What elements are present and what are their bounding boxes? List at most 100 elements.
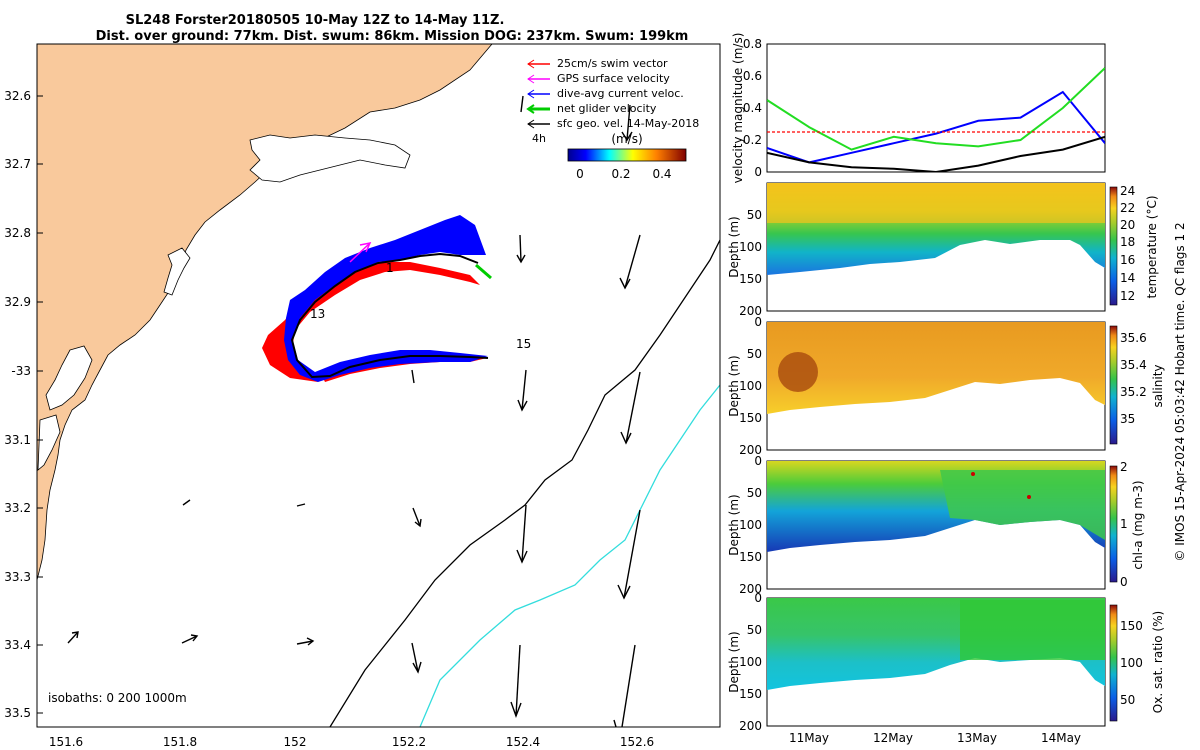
geo-velocity-arrows (67, 95, 641, 727)
chl-ytick-0: 0 (754, 454, 762, 468)
lat-tick-7: 33.2 (4, 501, 31, 515)
legend-geo-velocity: sfc geo. vel. 14-May-2018 (557, 117, 699, 130)
vel-ytick-2: 0.4 (743, 101, 762, 115)
lat-tick-10: 33.5 (4, 706, 31, 720)
sal-ylabel: Depth (m) (727, 355, 741, 416)
temp-cbar-12: 12 (1120, 289, 1135, 303)
temp-cbar-14: 14 (1120, 271, 1135, 285)
lake-1 (249, 134, 411, 183)
gps-surface-velocity-arrow (349, 242, 371, 263)
lat-tick-6: 33.1 (4, 433, 31, 447)
sal-cbar-35.6: 35.6 (1120, 331, 1147, 345)
vel-ytick-0: 0 (754, 165, 762, 179)
legend-gps-velocity: GPS surface velocity (557, 72, 670, 85)
salinity-section (767, 322, 1105, 414)
lat-tick-5: -33 (11, 364, 31, 378)
sal-ytick-50: 50 (747, 347, 762, 361)
lake-3 (45, 345, 93, 411)
temperature-warm-surface (767, 183, 1105, 223)
ox-ytick-50: 50 (747, 623, 762, 637)
chl-cbar-2: 2 (1120, 460, 1128, 474)
ox-ytick-150: 150 (739, 687, 762, 701)
temp-ylabel: Depth (m) (727, 216, 741, 277)
time-label: 4h (532, 132, 546, 145)
map-legend: 25cm/s swim vector GPS surface velocity … (526, 57, 699, 181)
velocity-series-group (767, 67, 1105, 172)
map-colorbar-tick-2: 0.4 (652, 167, 671, 181)
temp-ytick-50: 50 (747, 208, 762, 222)
ox-ytick-0: 0 (754, 591, 762, 605)
lon-tick-3: 152 (284, 735, 307, 749)
glider-track (290, 252, 489, 379)
lat-tick-9: 33.4 (4, 638, 31, 652)
sal-cbar-label: salinity (1151, 364, 1165, 407)
chla-bloom (940, 470, 1105, 540)
velocity-series-geostrophic (767, 135, 1105, 172)
chla-high-point-2 (1027, 495, 1031, 499)
temp-cbar-label: temperature (°C) (1145, 196, 1159, 299)
x-tick-11may: 11May (789, 731, 829, 745)
temperature-panel: 50 100 150 200 Depth (m) 12 14 16 18 20 … (727, 182, 1159, 318)
map-colorbar-tick-0: 0 (576, 167, 584, 181)
chla-high-point-1 (971, 472, 975, 476)
chl-cbar-1: 1 (1120, 517, 1128, 531)
isobath-note: isobaths: 0 200 1000m (48, 691, 187, 705)
copyright-note: © IMOS 15-Apr-2024 05:03:42 Hobart time.… (1173, 222, 1187, 561)
lat-tick-2: 32.7 (4, 157, 31, 171)
chl-cbar-0: 0 (1120, 575, 1128, 589)
lake-4 (37, 414, 61, 471)
track-label-13: 13 (310, 307, 325, 321)
velocity-series-net-glider (767, 67, 1105, 151)
ox-cbar-100: 100 (1120, 656, 1143, 670)
track-label-15: 15 (516, 337, 531, 351)
vel-ylabel: velocity magnitude (m/s) (731, 33, 745, 184)
legend-swim-vector: 25cm/s swim vector (557, 57, 668, 70)
sal-ytick-200: 200 (739, 443, 762, 457)
oxygen-supersat-band (960, 600, 1105, 660)
current-vector-band (284, 215, 488, 382)
velocity-series-dive-avg-current (767, 90, 1105, 164)
lat-tick-4: 32.9 (4, 295, 31, 309)
vel-ytick-3: 0.6 (743, 69, 762, 83)
lake-2 (163, 247, 191, 296)
isobath-1000m (419, 384, 720, 727)
chl-ytick-50: 50 (747, 486, 762, 500)
x-tick-13may: 13May (957, 731, 997, 745)
ox-ytick-200: 200 (739, 719, 762, 733)
oxygen-panel: 0 50 100 150 200 Depth (m) 50 100 150 Ox… (727, 591, 1165, 745)
chl-ytick-150: 150 (739, 550, 762, 564)
figure-title-line2: Dist. over ground: 77km. Dist. swum: 86k… (96, 29, 689, 44)
lat-tick-8: 33.3 (4, 570, 31, 584)
temp-ytick-150: 150 (739, 272, 762, 286)
track-label-1: 1 (386, 261, 394, 275)
legend-current-velocity: dive-avg current veloc. (557, 87, 684, 100)
temp-cbar-18: 18 (1120, 235, 1135, 249)
figure-title-line1: SL248 Forster20180505 10-May 12Z to 14-M… (126, 13, 505, 28)
lat-tick-3: 32.8 (4, 226, 31, 240)
sal-colorbar (1109, 325, 1118, 445)
ox-cbar-label: Ox. sat. ratio (%) (1151, 611, 1165, 713)
map-colorbar-label: (m/s) (611, 132, 642, 146)
net-glider-velocity-arrow (475, 263, 492, 280)
vel-ytick-1: 0.2 (743, 133, 762, 147)
temp-ytick-200: 200 (739, 304, 762, 318)
sal-ytick-100: 100 (739, 379, 762, 393)
temp-colorbar (1109, 186, 1118, 306)
sal-cbar-35.2: 35.2 (1120, 385, 1147, 399)
map-panel: 1 13 15 32.6 32.7 32.8 32.9 -33 33.1 33.… (4, 43, 721, 749)
temp-cbar-24: 24 (1120, 184, 1135, 198)
chla-panel: 0 50 100 150 200 Depth (m) 0 1 2 chl-a (… (727, 454, 1145, 596)
chl-ytick-100: 100 (739, 518, 762, 532)
temp-cbar-20: 20 (1120, 218, 1135, 232)
map-colorbar (567, 148, 687, 162)
lon-tick-4: 152.2 (392, 735, 426, 749)
ox-colorbar (1109, 604, 1118, 722)
sal-cbar-35: 35 (1120, 412, 1135, 426)
ox-cbar-50: 50 (1120, 693, 1135, 707)
lon-tick-2: 151.8 (163, 735, 197, 749)
legend-net-glider-velocity: net glider velocity (557, 102, 657, 115)
ox-cbar-150: 150 (1120, 619, 1143, 633)
lon-tick-5: 152.4 (506, 735, 540, 749)
x-tick-14may: 14May (1041, 731, 1081, 745)
chl-ytick-200: 200 (739, 582, 762, 596)
